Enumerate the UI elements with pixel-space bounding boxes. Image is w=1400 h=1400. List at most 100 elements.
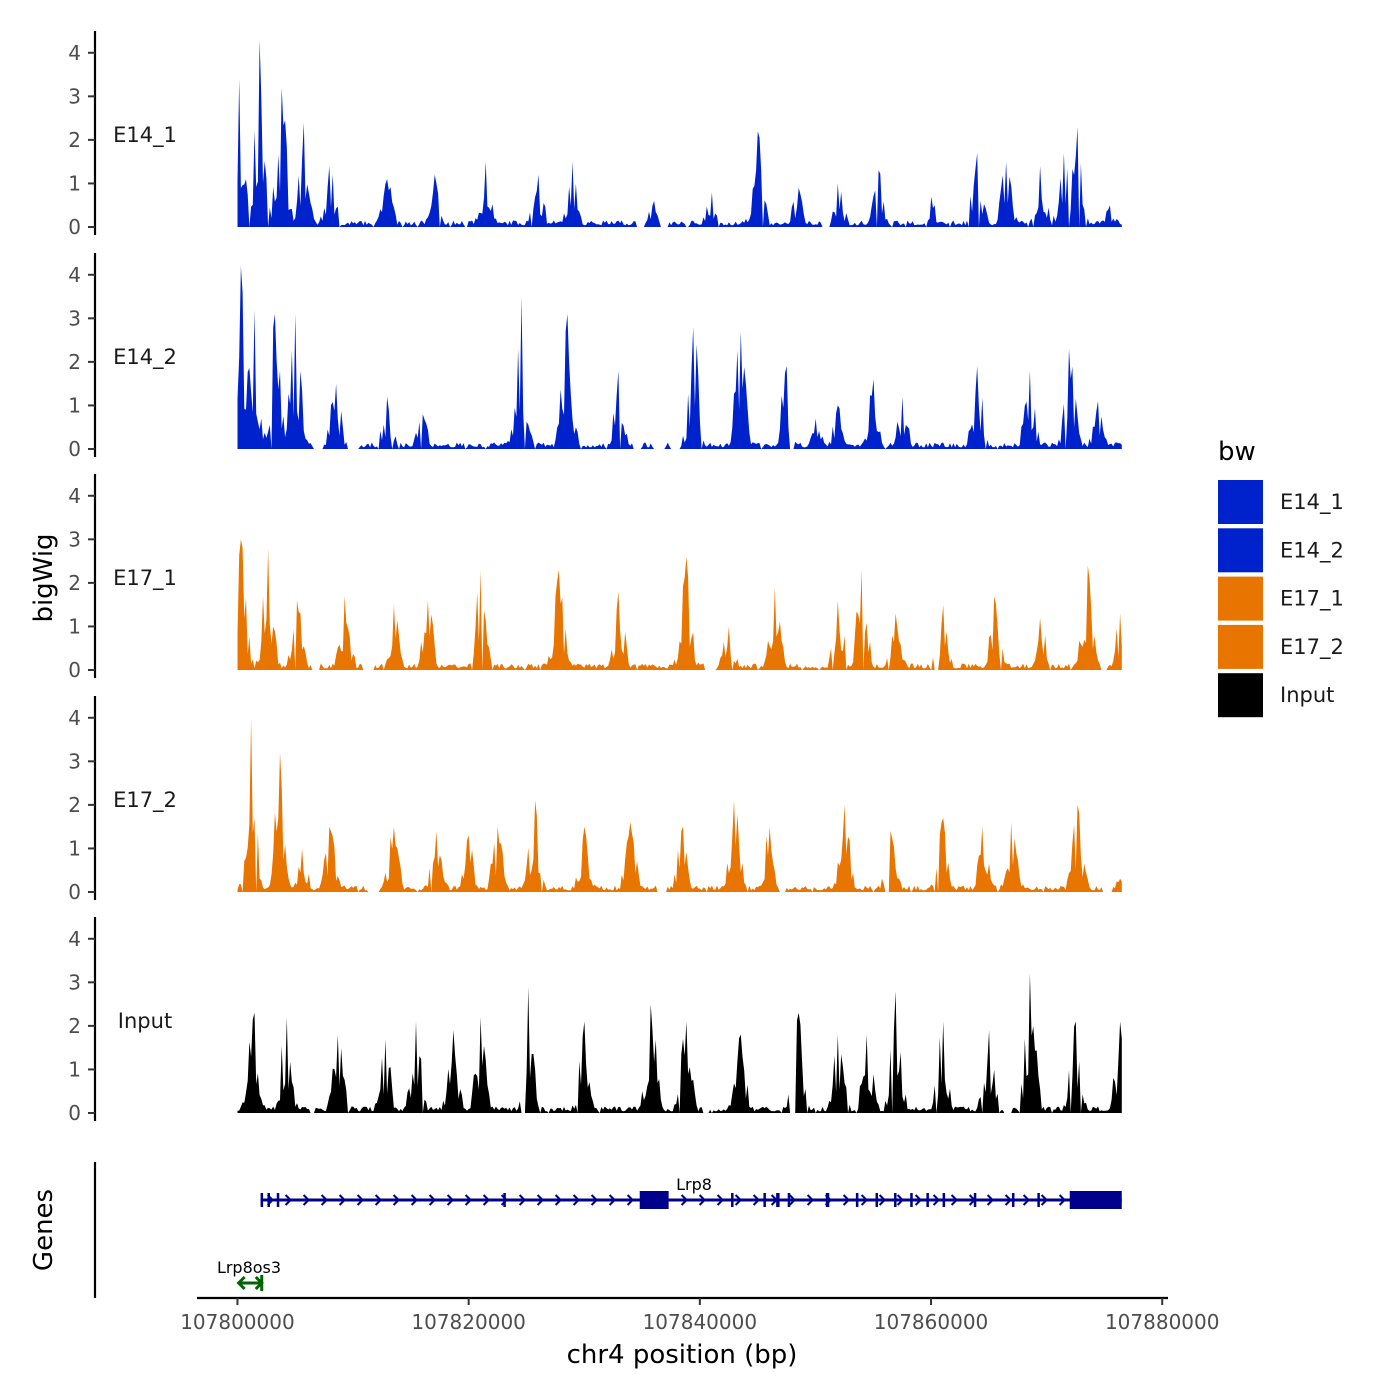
strand-arrow — [518, 1194, 526, 1206]
track-label: E14_2 — [113, 345, 177, 370]
exon — [787, 1193, 791, 1207]
strand-arrow — [986, 1194, 994, 1206]
legend-label: E14_1 — [1280, 490, 1344, 515]
legend: bw E14_1 E14_2 E17_1 E17_2 Input — [1218, 437, 1344, 718]
strand-arrow — [590, 1194, 598, 1206]
strand-arrow — [338, 1194, 346, 1206]
exon — [855, 1193, 859, 1207]
exon — [267, 1193, 271, 1207]
signal-area — [237, 39, 1122, 228]
strand-arrow — [410, 1194, 418, 1206]
strand-arrow — [1040, 1194, 1048, 1206]
signal-area — [237, 717, 1122, 892]
y-tick-label: 4 — [68, 706, 81, 730]
y-tick-label: 2 — [68, 793, 81, 817]
signal-area — [237, 266, 1122, 449]
gene-label: Lrp8os3 — [217, 1258, 281, 1277]
strand-arrow — [1004, 1194, 1012, 1206]
legend-label: E14_2 — [1280, 538, 1344, 563]
strand-arrow — [698, 1194, 706, 1206]
exon — [776, 1193, 780, 1207]
legend-title: bw — [1218, 437, 1256, 467]
exon — [875, 1193, 879, 1207]
strand-arrow — [860, 1194, 868, 1206]
exon — [942, 1193, 946, 1207]
strand-arrow — [320, 1194, 328, 1206]
x-tick-label: 107880000 — [1105, 1310, 1220, 1334]
y-tick-label: 1 — [68, 393, 81, 417]
y-tick-label: 1 — [68, 171, 81, 195]
y-tick-label: 3 — [68, 749, 81, 773]
exon — [1069, 1191, 1122, 1209]
y-axis-title: bigWig — [29, 533, 59, 622]
legend-label: E17_1 — [1280, 587, 1344, 612]
strand-arrow — [608, 1194, 616, 1206]
legend-swatch — [1218, 576, 1263, 621]
exon — [1011, 1193, 1015, 1207]
signal-area — [237, 973, 1122, 1113]
x-axis: 107800000 107820000 107840000 107860000 1078… — [180, 1296, 1220, 1334]
strand-arrow — [428, 1194, 436, 1206]
y-tick-label: 4 — [68, 41, 81, 65]
strand-arrow — [554, 1194, 562, 1206]
strand-arrow — [680, 1194, 688, 1206]
y-tick-label: 3 — [68, 970, 81, 994]
y-tick-label: 2 — [68, 350, 81, 374]
strand-arrow — [464, 1194, 472, 1206]
track-label: E17_1 — [113, 566, 177, 591]
strand-arrow — [446, 1194, 454, 1206]
track-e17-1: 0 1 2 3 4 E17_1 — [68, 474, 1122, 682]
y-tick-label: 0 — [68, 658, 81, 682]
legend-label: E17_2 — [1280, 635, 1344, 660]
y-tick-label: 4 — [68, 263, 81, 287]
x-tick-label: 107820000 — [411, 1310, 526, 1334]
strand-arrow — [716, 1194, 724, 1206]
track-label: E14_1 — [113, 123, 177, 148]
legend-swatch — [1218, 528, 1263, 573]
strand-arrow — [536, 1194, 544, 1206]
exon — [276, 1193, 280, 1207]
y-tick-label: 3 — [68, 527, 81, 551]
exon — [973, 1193, 977, 1207]
strand-arrow — [878, 1194, 886, 1206]
y-tick-label: 2 — [68, 128, 81, 152]
track-input: 0 1 2 3 4 Input — [68, 917, 1122, 1125]
strand-arrow — [356, 1194, 364, 1206]
track-panels: 0 1 2 3 4 E14_1 0 1 2 3 4 E14_2 0 1 2 3 4 E17_1 0 1 2 3 4 E17_2… — [68, 31, 1122, 1125]
signal-area — [237, 539, 1122, 670]
gene-lrp8: Lrp8 — [260, 1175, 1122, 1209]
exon — [926, 1193, 929, 1207]
strand-arrow — [734, 1194, 742, 1206]
strand-arrow — [1058, 1194, 1066, 1206]
strand-arrow — [302, 1194, 310, 1206]
genes-axis-title: Genes — [29, 1189, 59, 1271]
y-tick-label: 3 — [68, 84, 81, 108]
y-tick-label: 0 — [68, 1101, 81, 1125]
track-e17-2: 0 1 2 3 4 E17_2 — [68, 696, 1122, 904]
gene-label: Lrp8 — [676, 1175, 712, 1194]
exon — [825, 1193, 830, 1207]
strand-arrow — [806, 1194, 814, 1206]
x-tick-label: 107840000 — [643, 1310, 758, 1334]
y-tick-label: 3 — [68, 306, 81, 330]
x-tick-label: 107860000 — [874, 1310, 989, 1334]
track-e14-2: 0 1 2 3 4 E14_2 — [68, 253, 1122, 461]
gene-lrp8os3: Lrp8os3 — [217, 1258, 281, 1291]
track-label: E17_2 — [113, 788, 177, 813]
strand-arrow — [572, 1194, 580, 1206]
exon — [763, 1193, 766, 1207]
strand-arrow — [374, 1194, 382, 1206]
y-tick-label: 4 — [68, 927, 81, 951]
strand-arrow — [752, 1194, 760, 1206]
y-tick-label: 4 — [68, 484, 81, 508]
y-tick-label: 1 — [68, 1057, 81, 1081]
y-tick-label: 1 — [68, 614, 81, 638]
exon — [639, 1191, 669, 1209]
legend-swatch — [1218, 480, 1263, 524]
strand-arrow — [236, 1275, 246, 1291]
y-tick-label: 1 — [68, 836, 81, 860]
exon — [503, 1193, 506, 1207]
strand-arrow — [932, 1194, 940, 1206]
legend-swatch — [1218, 673, 1263, 718]
